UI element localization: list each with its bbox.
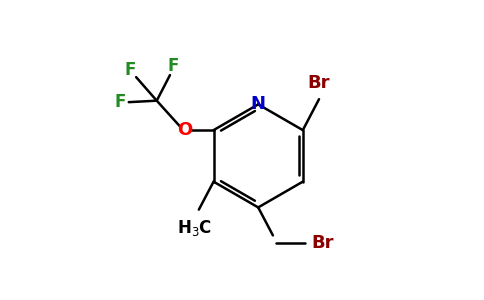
Text: F: F bbox=[124, 61, 136, 79]
Text: Br: Br bbox=[311, 234, 333, 252]
Text: H$_3$C: H$_3$C bbox=[177, 218, 212, 239]
Text: Br: Br bbox=[308, 74, 330, 92]
Text: O: O bbox=[177, 121, 192, 139]
Text: N: N bbox=[251, 95, 266, 113]
Text: F: F bbox=[115, 93, 126, 111]
Text: F: F bbox=[168, 57, 179, 75]
